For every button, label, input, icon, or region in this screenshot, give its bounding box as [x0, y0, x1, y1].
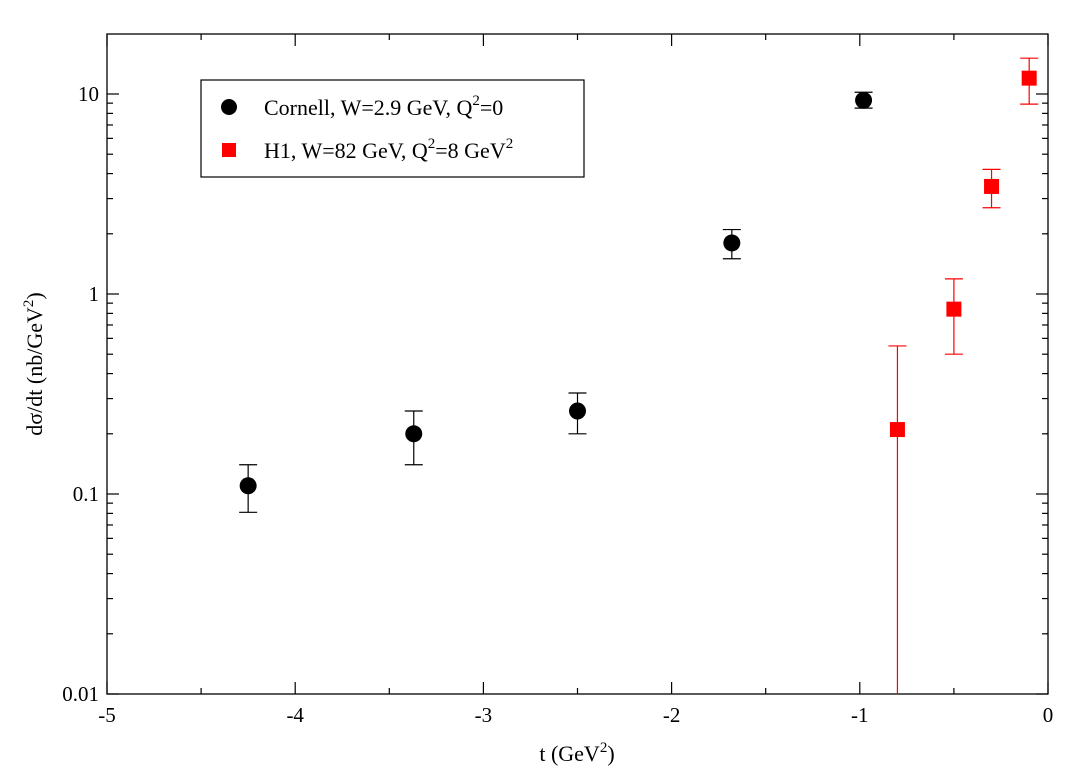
y-tick-label: 10: [78, 82, 99, 106]
x-tick-label: -2: [663, 703, 681, 727]
legend: Cornell, W=2.9 GeV, Q2=0 H1, W=82 GeV, Q…: [200, 79, 585, 178]
x-tick-label: -1: [851, 703, 869, 727]
data-point-cornell: [405, 425, 423, 443]
x-tick-label: -3: [475, 703, 493, 727]
legend-marker-cornell: [221, 99, 237, 115]
legend-label-cornell: Cornell, W=2.9 GeV, Q2=0: [264, 93, 503, 120]
data-point-h1: [1021, 70, 1037, 86]
x-tick-label: 0: [1043, 703, 1054, 727]
axis-tick-labels: -5 -4 -3 -2 -1 0 0.01 0.1 1 10: [62, 82, 1053, 727]
x-tick-label: -4: [286, 703, 304, 727]
x-axis-label: t (GeV2): [539, 740, 614, 766]
y-tick-label: 0.01: [62, 682, 99, 706]
data-point-cornell: [855, 91, 873, 109]
y-axis-label: dσ/dt (nb/GeV2): [21, 292, 47, 435]
legend-box: [200, 79, 585, 178]
x-tick-label: -5: [98, 703, 116, 727]
data-point-h1: [889, 422, 905, 438]
legend-label-h1: H1, W=82 GeV, Q2=8 GeV2: [264, 136, 513, 163]
data-point-h1: [984, 178, 1000, 194]
y-tick-label: 0.1: [73, 482, 99, 506]
legend-marker-h1: [222, 143, 236, 157]
data-point-h1: [946, 301, 962, 317]
data-marks: [239, 57, 1039, 694]
data-point-cornell: [569, 402, 586, 420]
data-point-cornell: [239, 477, 257, 495]
y-tick-label: 1: [89, 282, 100, 306]
data-point-cornell: [723, 234, 741, 252]
axis-ticks: [106, 34, 1049, 695]
